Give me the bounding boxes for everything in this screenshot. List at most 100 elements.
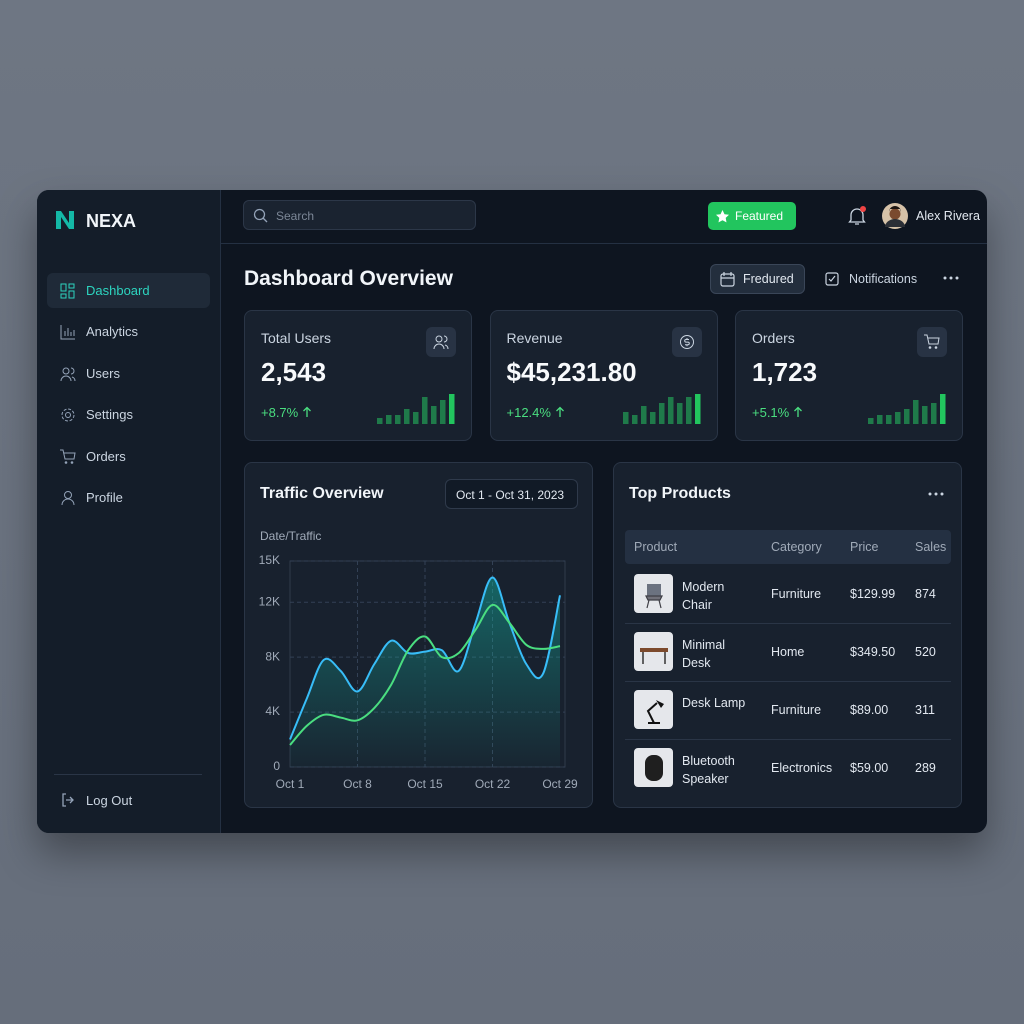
search-icon-part — [262, 217, 268, 223]
nav-label: Profile — [86, 490, 123, 505]
nav-icon — [60, 367, 76, 381]
table-cell: Furniture — [771, 703, 822, 717]
nav-label: Dashboard — [86, 283, 150, 298]
chart-title: Traffic Overview — [260, 485, 384, 502]
product-image-part — [646, 702, 660, 724]
bell-icon[interactable] — [848, 206, 866, 226]
spark-bar — [877, 415, 883, 424]
nav-item[interactable]: Users — [47, 356, 210, 391]
y-tick-label: 8K — [265, 649, 280, 663]
table-cell: Electronics — [771, 761, 833, 775]
stat-icon-part — [679, 335, 694, 349]
nav-label: Analytics — [86, 324, 139, 340]
up-arrow-part — [303, 406, 311, 417]
table-cell: Minimal Desk — [682, 638, 726, 670]
product-image — [634, 690, 673, 729]
logo-icon-part — [56, 211, 74, 229]
column-header: Price — [850, 540, 879, 554]
table-cell: $129.99 — [850, 587, 896, 601]
x-tick-label: Oct 1 — [276, 777, 305, 791]
row-divider — [625, 739, 951, 740]
search-icon — [253, 208, 268, 223]
stat-value: 1,723 — [752, 357, 818, 387]
filter-button[interactable]: Fredured — [710, 264, 805, 294]
notifications-label[interactable]: Notifications — [849, 272, 918, 286]
stat-change: +8.7% — [261, 405, 299, 420]
up-arrow — [794, 406, 802, 417]
x-tick-label: Oct 29 — [542, 777, 578, 791]
product-image — [634, 632, 673, 671]
calendar-icon — [720, 272, 735, 287]
nav-icon-part — [70, 460, 74, 464]
nav-icon-part — [62, 367, 70, 375]
stat-icon — [433, 335, 449, 350]
nav-icon — [61, 491, 75, 506]
products-panel: Top Products Product Category Price Sales Mo… — [613, 462, 962, 808]
bell-icon-part — [848, 208, 866, 225]
spark-bar — [377, 418, 383, 424]
product-image — [634, 748, 673, 787]
y-tick-label: 12K — [259, 594, 280, 608]
product-image-part — [656, 700, 664, 708]
spark-bar — [449, 394, 455, 424]
more-icon[interactable] — [943, 276, 959, 280]
nav-icon-part — [68, 283, 75, 289]
divider — [54, 774, 202, 775]
search-box[interactable]: Search — [243, 200, 476, 230]
table-cell: 874 — [915, 587, 936, 601]
spark-bar — [640, 406, 646, 424]
stat-icon-part — [924, 334, 940, 345]
spark-bar — [431, 406, 437, 424]
stat-card: Orders 1,723 +5.1% — [735, 310, 963, 441]
spark-bar — [886, 415, 892, 424]
notifications-icon[interactable] — [825, 271, 840, 286]
spark-bar — [895, 412, 901, 424]
stat-icon-part — [934, 346, 938, 349]
table-cell: 289 — [915, 761, 936, 775]
calendar-icon-part — [721, 272, 734, 279]
more-icon[interactable] — [928, 492, 944, 496]
table-cell: $59.00 — [850, 761, 889, 775]
spark-bar — [631, 415, 637, 424]
row-divider — [625, 681, 951, 682]
nav-item[interactable]: Orders — [47, 439, 210, 474]
nav-item[interactable]: Settings — [47, 397, 210, 432]
sidebar: NEXA Dashboard Analytics Users Settings Orde… — [37, 190, 221, 833]
stat-label: Total Users — [261, 330, 332, 346]
nav-icon-part — [60, 283, 67, 292]
nav-item[interactable]: Profile — [47, 480, 210, 515]
spark-bar — [667, 397, 673, 424]
stat-icon — [679, 335, 694, 349]
spark-bar — [940, 394, 946, 424]
nav-item[interactable]: Analytics — [47, 314, 210, 349]
x-tick-label: Oct 8 — [343, 777, 372, 791]
date-range-button[interactable]: Oct 1 - Oct 31, 2023 — [445, 479, 578, 509]
nav-icon-part — [68, 290, 75, 299]
stat-icon-part — [683, 338, 690, 347]
user-name[interactable]: Alex Rivera — [916, 209, 980, 223]
more-icon-part — [955, 276, 959, 280]
table-cell: Bluetooth Speaker — [682, 754, 735, 786]
avatar-part — [889, 208, 901, 220]
y-axis-title: Date/Traffic — [260, 529, 322, 543]
bell-icon-part — [860, 206, 866, 212]
nav-icon-part — [60, 449, 76, 460]
product-image-part — [647, 584, 661, 596]
table-cell: 311 — [915, 703, 935, 717]
up-arrow-part — [555, 406, 564, 417]
spark-bar — [395, 415, 401, 424]
table-header — [625, 530, 951, 564]
search-icon-part — [253, 208, 266, 221]
product-image-part — [642, 652, 666, 664]
logout[interactable]: Log Out — [86, 793, 133, 808]
nav-icon-part — [60, 293, 67, 299]
nav-item[interactable]: Dashboard — [47, 273, 210, 308]
avatar[interactable] — [882, 203, 908, 229]
column-header: Category — [771, 540, 822, 554]
spark-bar — [422, 397, 428, 424]
featured-button[interactable]: Featured — [708, 202, 796, 230]
spark-bar — [694, 394, 700, 424]
logout-icon[interactable] — [60, 792, 76, 808]
notifications-icon-part — [825, 272, 839, 286]
